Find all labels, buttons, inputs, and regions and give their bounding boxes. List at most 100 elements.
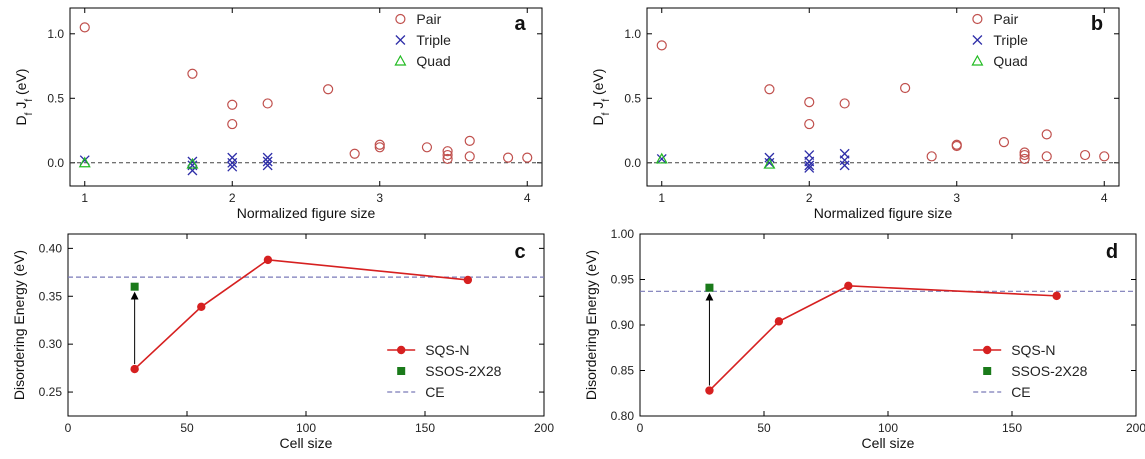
legend-label-ce: CE [425,384,444,400]
pair-point [374,139,385,150]
pair-point [656,40,667,51]
x-tick-label: 100 [878,421,898,435]
x-tick-label: 3 [953,191,960,205]
pair-point [262,98,273,109]
pair-point [227,99,238,110]
quad-point [186,157,199,169]
y-axis-label: Disordering Energy (eV) [11,250,27,400]
y-axis-label: Df Jf (eV) [13,69,35,126]
legend-pair-marker [395,13,406,25]
legend-label-triple: Triple [993,32,1028,48]
pair-point [764,84,775,95]
pair-point [323,84,334,95]
x-tick-label: 1 [658,191,665,205]
legend-pair-marker [972,13,983,25]
legend-sqs-marker [983,345,992,355]
legend-ssos-marker [397,367,406,375]
sqs-n-point [197,302,206,311]
pair-point [1041,151,1052,162]
pair-point [464,151,475,162]
sqs-n-point [463,275,473,285]
x-tick-label: 150 [1002,421,1022,435]
triple-point [764,157,775,168]
y-tick-label: 0.90 [611,318,635,332]
pair-point [442,153,453,165]
y-tick-label: 0.0 [47,156,64,170]
x-tick-label: 200 [534,421,554,435]
pair-point [1041,129,1052,140]
chart-panel-a: 1 2 3 4 0.0 0.5 1.0 Normalized figure size Df Jf… [13,7,543,221]
sqs-n-line [708,285,1057,392]
legend-quad-marker [971,54,984,66]
triple-point [764,152,775,163]
sqs-n-point [1052,291,1061,301]
pair-point [421,142,433,153]
x-tick-label: 50 [757,421,771,435]
pair-point [1019,147,1030,158]
legend-label-ssos: SSOS-2X28 [425,363,501,379]
ssos-point [705,283,714,292]
triple-point [262,152,273,163]
y-tick-label: 0.85 [611,364,635,378]
pair-point [998,137,1010,148]
legend-label-ce: CE [1011,384,1030,400]
quad-point [655,152,668,164]
pair-point [79,22,90,33]
y-tick-label: 0.40 [39,241,63,255]
pair-point [442,149,453,161]
x-tick-label: 0 [637,421,644,435]
plot-frame [67,233,545,417]
x-axis-label: Cell size [862,435,915,451]
legend-label-sqs-n: SQS-N [1011,342,1055,358]
triple-point [804,162,815,173]
pair-point [804,118,815,130]
legend-label-sqs-n: SQS-N [425,342,469,358]
sqs-n-point [844,281,853,291]
y-tick-label: 1.0 [47,27,64,41]
quad-point [763,157,776,169]
legend-sqs-marker [397,345,406,355]
sqs-n-line [134,259,468,370]
sqs-n-point [774,317,784,326]
legend-label-pair: Pair [416,11,441,27]
pair-point [187,68,198,79]
chart-panel-d: 0 50 100 150 200 0.80 0.85 0.90 0.95 1.00 Cell siz… [583,227,1145,451]
x-tick-label: 0 [65,421,72,435]
pair-point [374,142,385,153]
panel-label: a [514,13,526,35]
triple-point [656,153,667,164]
triple-point [227,152,238,163]
triple-point [262,160,273,171]
y-axis-label: Df Jf (eV) [590,69,612,126]
pair-point [926,151,937,162]
x-tick-label: 50 [180,421,194,435]
x-tick-label: 1 [81,191,88,205]
pair-point [1099,151,1110,162]
panel-label: c [514,241,525,263]
x-tick-label: 2 [229,191,236,205]
legend-triple-marker [395,35,406,45]
sqs-n-point [705,386,714,395]
x-tick-label: 100 [296,421,316,435]
triple-point [227,157,238,168]
y-tick-label: 0.95 [611,273,635,287]
plot-frame [646,7,1120,187]
triple-point [839,155,850,166]
legend-triple-marker [972,35,983,45]
x-axis-label: Cell size [280,435,333,451]
legend-label-pair: Pair [993,11,1018,27]
y-tick-label: 1.00 [611,227,635,241]
pair-point [1019,149,1030,161]
pair-point [839,98,850,109]
x-tick-label: 150 [415,421,435,435]
x-tick-label: 200 [1126,421,1145,435]
pair-point [1019,153,1030,165]
y-tick-label: 0.35 [39,289,63,303]
x-tick-label: 3 [376,191,383,205]
x-tick-label: 4 [1101,191,1108,205]
x-axis-label: Normalized figure size [237,205,376,221]
y-tick-label: 0.5 [624,91,641,105]
pair-point [227,118,238,130]
legend-label-ssos: SSOS-2X28 [1011,363,1087,379]
